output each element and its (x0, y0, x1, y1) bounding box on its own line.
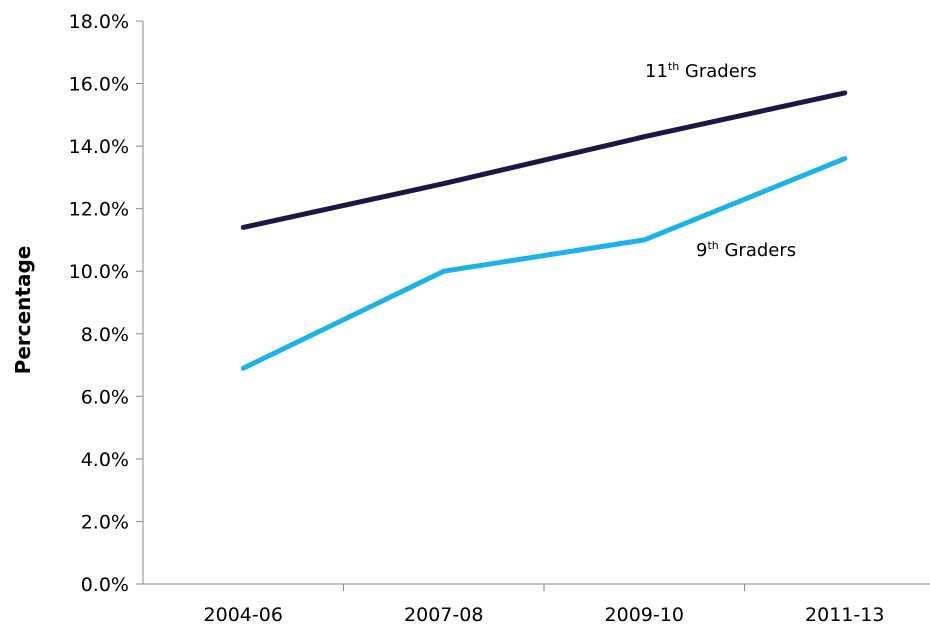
y-tick-label: 14.0% (69, 136, 129, 158)
y-tick-label: 18.0% (69, 11, 129, 33)
series-label-9th-suffix: Graders (719, 240, 796, 261)
y-axis-title: Percentage (11, 246, 35, 375)
y-tick-label: 0.0% (81, 574, 129, 596)
series-label-9th-sup: th (707, 239, 718, 252)
y-tick-label: 16.0% (69, 74, 129, 96)
series-layer (243, 93, 845, 368)
x-tick-label: 2004-06 (204, 604, 283, 626)
series-label-9th-prefix: 9 (696, 240, 707, 261)
y-tick-label: 6.0% (81, 386, 129, 408)
x-tick-label: 2009-10 (605, 604, 684, 626)
series-label-11th-sup: th (668, 60, 679, 73)
series-line-11th-graders (243, 93, 845, 228)
series-line-9th-graders (243, 159, 845, 369)
x-tick-label: 2011-13 (805, 604, 884, 626)
series-label-11th-prefix: 11 (645, 61, 668, 82)
series-label-11th-suffix: Graders (679, 61, 756, 82)
y-axis: 0.0% 2.0% 4.0% 6.0% 8.0% 10.0% 12.0% 14.0% 16.0%… (69, 11, 143, 596)
x-tick-label: 2007-08 (404, 604, 483, 626)
y-tick-label: 10.0% (69, 261, 129, 283)
y-tick-label: 4.0% (81, 449, 129, 471)
y-tick-label: 8.0% (81, 324, 129, 346)
y-tick-label: 12.0% (69, 199, 129, 221)
series-label-9th-graders: 9th Graders (696, 239, 796, 261)
x-axis: 2004-06 2007-08 2009-10 2011-13 (143, 584, 930, 626)
y-tick-label: 2.0% (81, 511, 129, 533)
series-label-11th-graders: 11th Graders (645, 60, 757, 82)
